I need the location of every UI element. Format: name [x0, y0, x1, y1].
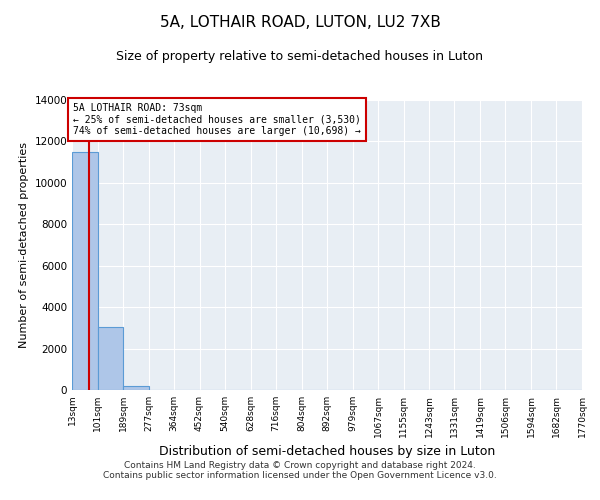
Text: Size of property relative to semi-detached houses in Luton: Size of property relative to semi-detach…	[116, 50, 484, 63]
Bar	[72, 152, 97, 390]
Text: Contains HM Land Registry data © Crown copyright and database right 2024.
Contai: Contains HM Land Registry data © Crown c…	[103, 460, 497, 480]
Text: 5A, LOTHAIR ROAD, LUTON, LU2 7XB: 5A, LOTHAIR ROAD, LUTON, LU2 7XB	[160, 15, 440, 30]
X-axis label: Distribution of semi-detached houses by size in Luton: Distribution of semi-detached houses by …	[159, 446, 495, 458]
Bar	[123, 386, 149, 390]
Text: 5A LOTHAIR ROAD: 73sqm
← 25% of semi-detached houses are smaller (3,530)
74% of : 5A LOTHAIR ROAD: 73sqm ← 25% of semi-det…	[73, 103, 361, 136]
Y-axis label: Number of semi-detached properties: Number of semi-detached properties	[19, 142, 29, 348]
Bar	[97, 327, 123, 390]
